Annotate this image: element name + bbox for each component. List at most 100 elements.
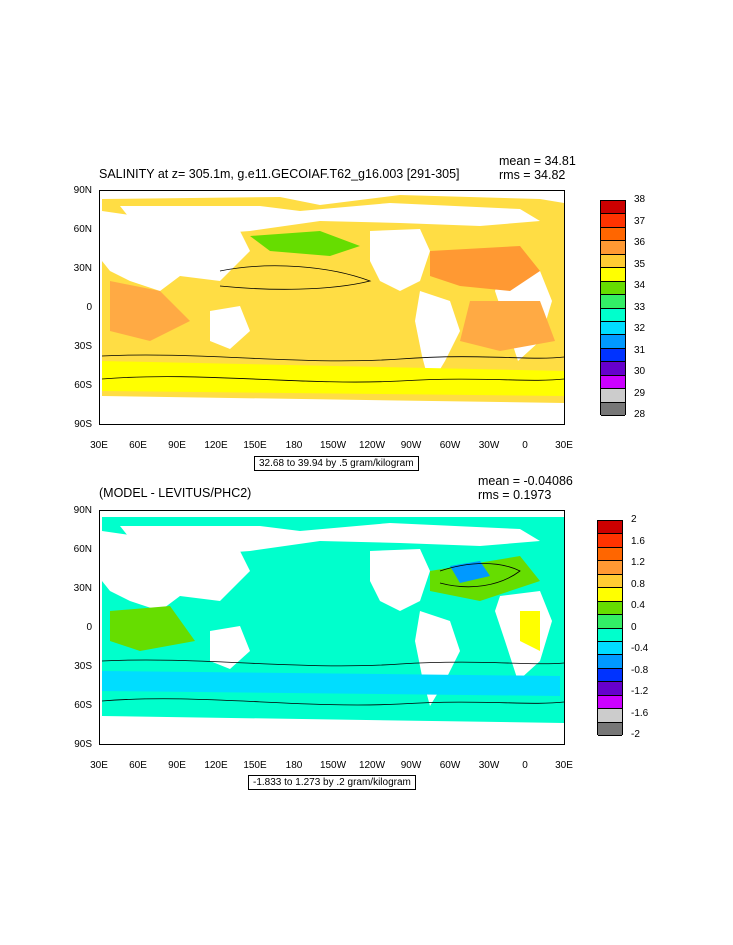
panel-title: SALINITY at z= 305.1m, g.e11.GECOIAF.T62…: [99, 167, 460, 181]
lon-tick-label: 30E: [555, 440, 573, 451]
colorbar-swatch: [598, 641, 622, 656]
colorbar-label: 0: [631, 621, 637, 633]
contour-line: [219, 265, 372, 290]
lon-tick-label: 150W: [319, 440, 347, 451]
australia-land: [210, 306, 250, 349]
antarctica-land: [102, 396, 564, 424]
lon-tick-label: 30E: [555, 760, 573, 771]
colorbar-swatch: [598, 682, 622, 696]
colorbar-swatch: [598, 561, 622, 575]
colorbar-swatch: [598, 695, 622, 710]
colorbar-swatch: [601, 402, 625, 416]
colorbar-label: 1.6: [631, 535, 645, 547]
lat-tick-label: 60S: [74, 700, 92, 711]
colorbar-label: 29: [634, 387, 646, 399]
lon-tick-label: 30W: [478, 440, 500, 451]
south-america-land: [415, 291, 460, 386]
lon-tick-label: 120E: [204, 440, 228, 451]
lon-tick-label: 60W: [439, 440, 461, 451]
colorbar-swatch: [601, 348, 625, 363]
colorbar-swatch: [598, 722, 622, 736]
difference-map: [99, 510, 565, 745]
colorbar-swatch: [598, 601, 622, 616]
colorbar-label: 33: [634, 301, 646, 313]
colorbar-swatch: [601, 375, 625, 390]
lon-tick-label: 120W: [358, 440, 386, 451]
lon-tick-label: 180: [285, 440, 303, 451]
colorbar-label: -0.8: [631, 664, 649, 676]
lon-tick-label: 60E: [129, 760, 147, 771]
colorbar-swatch: [598, 547, 622, 562]
lat-tick-label: 60S: [74, 380, 92, 391]
lat-tick-label: 90N: [73, 505, 92, 516]
north-america-land: [370, 549, 430, 611]
colorbar-label: 36: [634, 237, 646, 248]
panel-title: (MODEL - LEVITUS/PHC2): [99, 486, 252, 500]
colorbar-swatch: [601, 268, 625, 282]
lat-tick-label: 30S: [74, 341, 92, 352]
mean-value: mean = 34.81: [499, 154, 576, 168]
lat-tick-label: 30S: [74, 661, 92, 672]
colorbar-label: 0.4: [631, 600, 645, 611]
colorbar-swatch: [601, 295, 625, 309]
colorbar-swatch: [601, 227, 625, 242]
colorbar-label: 30: [634, 366, 646, 377]
contour-line: [439, 563, 521, 588]
lat-tick-label: 30N: [73, 263, 92, 274]
colorbar-label: 2: [631, 514, 637, 525]
colorbar-swatch: [598, 709, 622, 723]
colorbar-label: 31: [634, 344, 646, 356]
lon-tick-label: 150W: [319, 760, 347, 771]
colorbar-label: 35: [634, 258, 646, 270]
colorbar-swatch: [601, 281, 625, 296]
colorbar-swatch: [601, 308, 625, 322]
colorbar-label: 32: [634, 323, 646, 334]
colorbar-label: 0.8: [631, 578, 645, 590]
colorbar-swatch: [601, 362, 625, 376]
north-america-land: [370, 229, 430, 291]
colorbar-label: 28: [634, 409, 646, 420]
north-pacific-low: [250, 231, 360, 256]
colorbar-label: 38: [634, 194, 646, 205]
colorbar-label: 34: [634, 280, 646, 291]
lon-tick-label: 30W: [478, 760, 500, 771]
colorbar-swatch: [601, 254, 625, 269]
lon-tick-label: 120W: [358, 760, 386, 771]
eurasia-land: [102, 531, 250, 611]
lon-tick-label: 150E: [243, 760, 267, 771]
lat-tick-label: 90S: [74, 739, 92, 750]
colorbar-swatch: [601, 214, 625, 228]
colorbar-swatch: [598, 655, 622, 669]
lat-tick-label: 60N: [73, 544, 92, 555]
positive-anomaly: [520, 611, 540, 651]
contour-line: [101, 659, 564, 667]
colorbar-swatch: [598, 668, 622, 683]
lat-tick-label: 60N: [73, 224, 92, 235]
lon-tick-label: 90E: [168, 440, 186, 451]
contour-line: [101, 376, 564, 383]
colorbar-label: -1.6: [631, 707, 649, 719]
colorbar-swatch: [601, 335, 625, 349]
lon-tick-label: 60E: [129, 440, 147, 451]
lat-tick-label: 0: [86, 302, 92, 313]
south-atlantic-high: [460, 301, 555, 351]
colorbar-swatch: [598, 521, 622, 535]
contour-line: [101, 354, 564, 362]
negative-anomaly: [102, 671, 560, 696]
contour-range-label: -1.833 to 1.273 by .2 gram/kilogram: [248, 775, 416, 790]
lon-tick-label: 150E: [243, 440, 267, 451]
salinity-map: [99, 190, 565, 425]
contour-range-label: 32.68 to 39.94 by .5 gram/kilogram: [254, 456, 419, 471]
lon-tick-label: 60W: [439, 760, 461, 771]
colorbar-swatch: [601, 321, 625, 336]
salinity-map-svg: [101, 195, 564, 424]
lat-tick-label: 90N: [73, 185, 92, 196]
australia-land: [210, 626, 250, 669]
colorbar-swatch: [598, 628, 622, 642]
lon-tick-label: 30E: [90, 440, 108, 451]
rms-value: rms = 34.82: [499, 168, 566, 182]
lat-tick-label: 0: [86, 622, 92, 633]
colorbar-swatch: [601, 241, 625, 255]
arctic-land: [120, 203, 540, 236]
colorbar-swatch: [598, 574, 622, 589]
